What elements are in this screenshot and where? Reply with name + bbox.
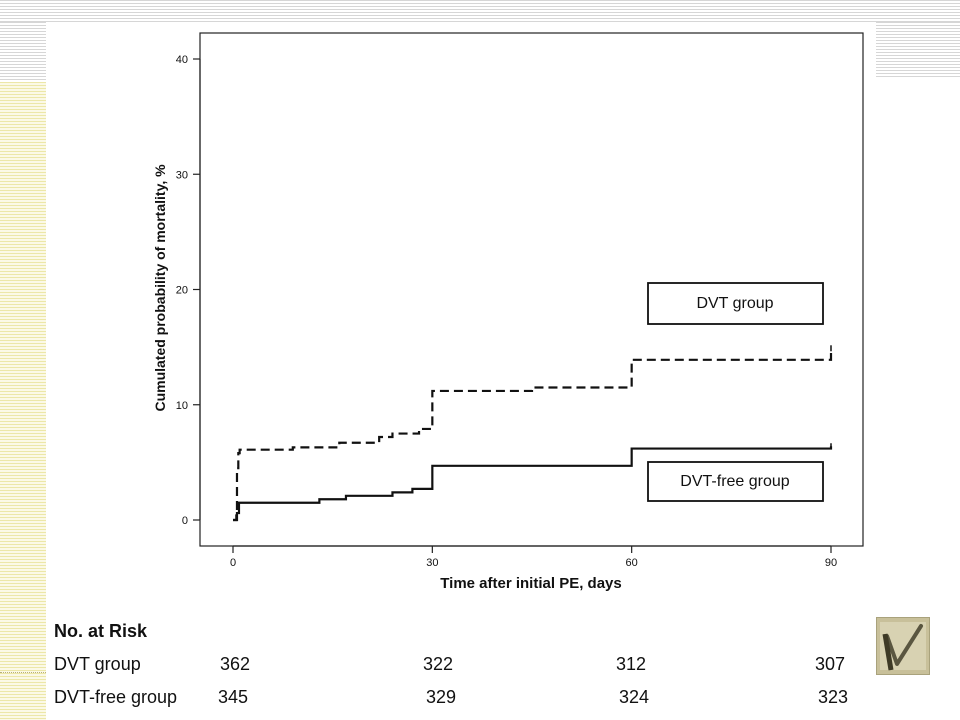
risk-value-dvt-0: 362 <box>220 654 251 674</box>
x-axis-label: Time after initial PE, days <box>440 575 621 592</box>
risk-value-dvt-60: 312 <box>616 654 647 674</box>
risk-value-dvt-free-0: 345 <box>218 687 249 707</box>
right-stripes-decoration <box>876 22 960 78</box>
y-axis-label: Cumulated probability of mortality, % <box>152 164 168 412</box>
y-tick-label-30: 30 <box>176 169 188 181</box>
risk-value-dvt-90: 307 <box>815 654 846 674</box>
x-tick-label-90: 90 <box>825 557 837 569</box>
risk-value-dvt-free-90: 323 <box>818 687 849 707</box>
risk-row-label-dvt-free: DVT-free group <box>54 687 178 707</box>
risk-value-dvt-free-30: 329 <box>426 687 457 707</box>
y-tick-label-20: 20 <box>176 285 188 297</box>
risk-value-dvt-30: 322 <box>423 654 454 674</box>
y-axis-ticks: 0 10 20 30 40 <box>176 54 200 527</box>
series-line-dvt-group <box>233 348 833 522</box>
legend-box-dvt-free <box>647 461 824 502</box>
risk-row-label-dvt: DVT group <box>54 654 141 674</box>
legend-box-dvt <box>647 282 824 325</box>
x-axis-ticks: 0 30 60 90 <box>230 546 837 569</box>
x-tick-label-30: 30 <box>426 557 438 569</box>
risk-table-title: No. at Risk <box>54 621 148 641</box>
x-tick-label-0: 0 <box>230 557 236 569</box>
y-tick-label-10: 10 <box>176 400 188 412</box>
y-tick-label-0: 0 <box>182 515 188 527</box>
check-mark-logo-icon <box>876 617 930 675</box>
left-dotted-divider <box>0 672 46 673</box>
left-stripes-decoration-yellow <box>0 82 46 720</box>
top-stripes-decoration <box>0 0 960 22</box>
legend-label-dvt: DVT group <box>696 295 773 312</box>
series-line-dvt-free-group <box>233 446 833 522</box>
y-tick-label-40: 40 <box>176 54 188 66</box>
legend-label-dvt-free: DVT-free group <box>680 473 789 490</box>
risk-value-dvt-free-60: 324 <box>619 687 650 707</box>
series-layer <box>233 345 833 522</box>
left-stripes-decoration-gray <box>0 22 46 82</box>
slide-content-area <box>46 22 876 720</box>
x-tick-label-60: 60 <box>626 557 638 569</box>
